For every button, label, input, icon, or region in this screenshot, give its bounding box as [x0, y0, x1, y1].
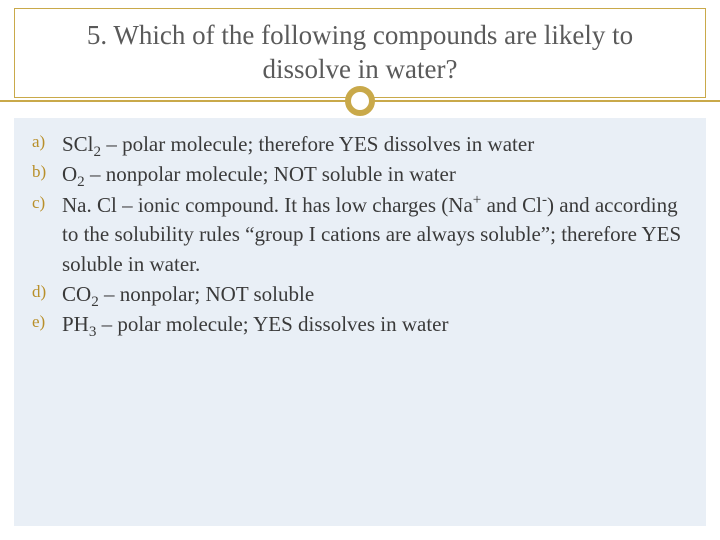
- list-item: d) CO2 – nonpolar; NOT soluble: [32, 280, 688, 309]
- item-marker: b): [32, 160, 62, 184]
- item-marker: d): [32, 280, 62, 304]
- list-item: c) Na. Cl – ionic compound. It has low c…: [32, 191, 688, 279]
- accent-circle-icon: [345, 86, 375, 116]
- slide: 5. Which of the following compounds are …: [0, 0, 720, 540]
- item-answer: CO2 – nonpolar; NOT soluble: [62, 280, 314, 309]
- item-answer: Na. Cl – ionic compound. It has low char…: [62, 191, 688, 279]
- list-item: b) O2 – nonpolar molecule; NOT soluble i…: [32, 160, 688, 189]
- item-marker: c): [32, 191, 62, 215]
- item-marker: a): [32, 130, 62, 154]
- slide-title: 5. Which of the following compounds are …: [43, 19, 677, 87]
- item-answer: O2 – nonpolar molecule; NOT soluble in w…: [62, 160, 456, 189]
- item-answer: PH3 – polar molecule; YES dissolves in w…: [62, 310, 449, 339]
- item-answer: SCl2 – polar molecule; therefore YES dis…: [62, 130, 534, 159]
- content-panel: a) SCl2 – polar molecule; therefore YES …: [14, 118, 706, 526]
- item-marker: e): [32, 310, 62, 334]
- list-item: a) SCl2 – polar molecule; therefore YES …: [32, 130, 688, 159]
- list-item: e) PH3 – polar molecule; YES dissolves i…: [32, 310, 688, 339]
- title-box: 5. Which of the following compounds are …: [14, 8, 706, 98]
